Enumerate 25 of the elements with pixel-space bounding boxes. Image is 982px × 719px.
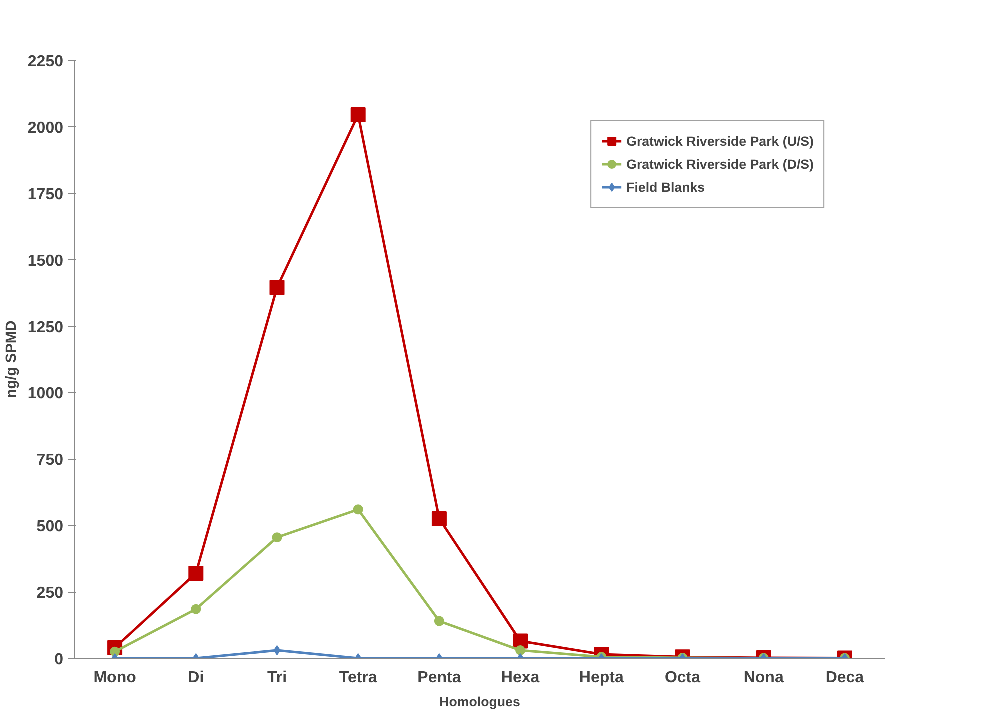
legend-label: Gratwick Riverside Park (D/S) xyxy=(626,156,814,172)
x-tick-label: Nona xyxy=(744,670,784,686)
y-tick-label: 500 xyxy=(36,518,64,536)
y-tick-label: 1500 xyxy=(28,252,64,270)
y-tick-label: 2000 xyxy=(28,120,64,137)
x-tick-label: Di xyxy=(188,670,204,686)
y-axis-title: ng/g SPMD xyxy=(4,320,20,398)
x-tick-label: Penta xyxy=(418,670,462,686)
legend-label: Field Blanks xyxy=(626,180,706,194)
legend-label: Gratwick Riverside Park (U/S) xyxy=(626,134,814,148)
y-tick-label: 250 xyxy=(36,585,64,602)
y-tick-label: 750 xyxy=(36,452,64,470)
x-tick-label: Hexa xyxy=(501,670,540,686)
x-tick-label: Tetra xyxy=(339,670,378,686)
x-tick-label: Hepta xyxy=(579,670,624,686)
x-tick-label: Mono xyxy=(94,670,137,686)
y-tick-label: 2250 xyxy=(28,54,64,70)
y-tick-label: 0 xyxy=(54,652,64,668)
x-tick-label: Deca xyxy=(826,670,864,686)
y-tick-label: 1250 xyxy=(28,319,64,336)
x-tick-label: Tri xyxy=(267,670,288,686)
y-tick-label: 1000 xyxy=(28,386,64,403)
x-axis-title: Homologues xyxy=(440,694,520,710)
x-tick-label: Octa xyxy=(664,670,701,686)
y-tick-label: 1750 xyxy=(28,186,64,204)
